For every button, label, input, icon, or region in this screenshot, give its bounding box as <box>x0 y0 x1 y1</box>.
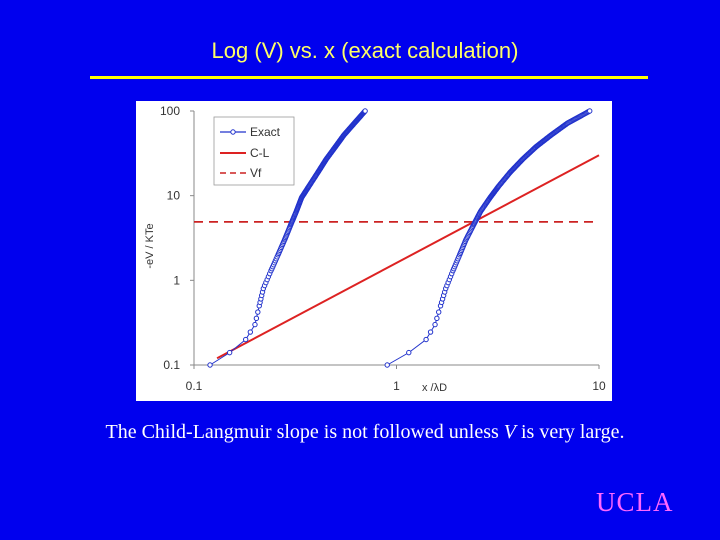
y-tick-label: 10 <box>167 189 181 203</box>
exact-data-point <box>427 329 434 335</box>
legend-exact-marker <box>230 129 236 135</box>
exact-data-point <box>423 336 429 343</box>
y-axis-label: -eV / KTe <box>144 223 156 268</box>
chart-panel: 0.1 1 10 100 0.1 1 10 Exact C-L Vf x /λD -eV /… <box>136 101 612 401</box>
axes: 0.1 1 10 100 0.1 1 10 <box>160 104 606 393</box>
title-underline <box>90 76 648 79</box>
legend: Exact C-L Vf <box>213 116 295 186</box>
exact-series-line <box>386 110 590 366</box>
legend-vf-label: Vf <box>250 166 262 180</box>
legend-exact-label: Exact <box>250 125 281 139</box>
exact-data-point <box>226 349 233 356</box>
x-tick-label: 1 <box>393 379 400 393</box>
caption-text-start: The Child-Langmuir slope is not followed… <box>105 421 504 443</box>
x-axis-label: x /λD <box>422 382 447 394</box>
log-log-chart: 0.1 1 10 100 0.1 1 10 Exact C-L Vf x /λD -eV /… <box>144 104 606 394</box>
exact-data-point <box>247 329 254 335</box>
cl-series-line <box>216 154 600 360</box>
exact-data-point <box>207 362 213 368</box>
exact-data-point <box>432 321 438 328</box>
exact-data-point <box>436 309 442 315</box>
legend-cl-label: C-L <box>250 146 270 160</box>
plot-area <box>194 108 600 368</box>
x-tick-label: 0.1 <box>186 379 203 393</box>
exact-data-point <box>362 108 368 114</box>
y-tick-label: 1 <box>173 273 180 287</box>
ucla-logo: UCLA <box>596 487 674 517</box>
slide-caption: The Child-Langmuir slope is not followed… <box>0 421 720 444</box>
exact-data-point <box>587 108 593 114</box>
caption-text-end: is very large. <box>516 421 625 443</box>
exact-data-point <box>253 315 260 322</box>
exact-data-point <box>384 362 390 368</box>
exact-data-point <box>255 309 261 315</box>
slide-title: Log (V) vs. x (exact calculation) <box>211 38 519 63</box>
exact-data-point <box>406 349 412 356</box>
exact-data-point <box>434 315 440 322</box>
y-tick-label: 100 <box>160 104 180 118</box>
caption-variable: V <box>503 421 516 443</box>
x-tick-label: 10 <box>592 379 606 393</box>
exact-data-point <box>252 321 258 328</box>
exact-data-point <box>242 336 249 343</box>
legend-box <box>213 116 295 186</box>
y-tick-label: 0.1 <box>163 358 180 372</box>
